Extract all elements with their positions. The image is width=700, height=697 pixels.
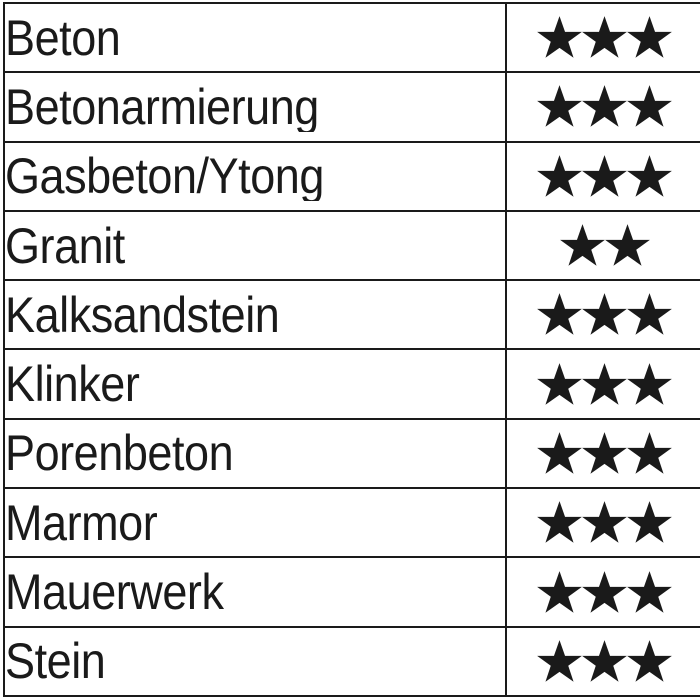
- star-icon: [582, 639, 627, 682]
- material-name-label: Beton: [5, 12, 121, 63]
- table-body: Beton Betonarmierung Gasbeton/Ytong Granit K…: [3, 1, 700, 697]
- material-name-cell: Porenbeton: [3, 417, 507, 490]
- star-icon: [582, 362, 627, 405]
- star-rating: [507, 420, 700, 487]
- table-row: Stein: [3, 625, 700, 697]
- table-row: Porenbeton: [3, 417, 700, 490]
- star-icon: [537, 362, 582, 405]
- star-rating: [507, 628, 700, 695]
- rating-cell: [505, 1, 700, 74]
- table-row: Kalksandstein: [3, 279, 700, 351]
- table-row: Gasbeton/Ytong: [3, 140, 700, 212]
- star-rating: [507, 73, 700, 140]
- material-name-cell: Betonarmierung: [3, 71, 507, 143]
- material-name-label: Gasbeton/Ytong: [5, 151, 324, 202]
- star-rating: [507, 281, 700, 348]
- star-icon: [537, 639, 582, 682]
- star-icon: [627, 501, 672, 543]
- star-rating: [507, 489, 700, 556]
- rating-cell: [505, 140, 700, 212]
- star-rating: [507, 143, 700, 210]
- star-rating: [507, 558, 700, 625]
- star-icon: [627, 16, 672, 58]
- rating-cell: [505, 625, 700, 697]
- star-icon: [559, 224, 605, 266]
- material-name-label: Kalksandstein: [5, 289, 280, 340]
- rating-cell: [505, 71, 700, 143]
- material-name-label: Klinker: [5, 359, 140, 410]
- rating-cell: [505, 417, 700, 490]
- rating-cell: [505, 556, 700, 628]
- material-name-cell: Kalksandstein: [3, 279, 507, 351]
- material-name-label: Betonarmierung: [5, 81, 319, 132]
- material-name-cell: Gasbeton/Ytong: [3, 140, 507, 212]
- table-row: Beton: [3, 1, 700, 74]
- star-icon: [537, 154, 582, 197]
- material-name-label: Stein: [5, 636, 106, 687]
- star-icon: [604, 224, 650, 266]
- rating-table-sheet: Beton Betonarmierung Gasbeton/Ytong Granit K…: [3, 1, 700, 697]
- table-row: Klinker: [3, 348, 700, 420]
- material-name-cell: Stein: [3, 625, 507, 697]
- table-row: Marmor: [3, 487, 700, 559]
- material-name-cell: Mauerwerk: [3, 556, 507, 628]
- star-icon: [537, 85, 582, 128]
- material-name-cell: Granit: [3, 209, 507, 282]
- star-icon: [627, 362, 672, 405]
- material-name-label: Porenbeton: [5, 428, 234, 479]
- rating-cell: [505, 487, 700, 559]
- star-icon: [582, 85, 627, 128]
- table-row: Betonarmierung: [3, 71, 700, 143]
- star-icon: [537, 16, 582, 58]
- star-icon: [627, 570, 672, 613]
- star-icon: [627, 85, 672, 128]
- material-name-cell: Klinker: [3, 348, 507, 420]
- star-icon: [627, 293, 672, 336]
- material-name-label: Mauerwerk: [5, 567, 224, 618]
- table-row: Granit: [3, 209, 700, 282]
- star-icon: [582, 293, 627, 336]
- table-row: Mauerwerk: [3, 556, 700, 628]
- rating-cell: [505, 348, 700, 420]
- star-icon: [582, 154, 627, 197]
- star-rating: [507, 212, 700, 279]
- material-name-label: Granit: [5, 220, 125, 271]
- star-icon: [582, 432, 627, 474]
- star-icon: [582, 16, 627, 58]
- star-icon: [582, 501, 627, 543]
- star-icon: [537, 570, 582, 613]
- star-icon: [582, 570, 627, 613]
- material-name-label: Marmor: [5, 497, 158, 548]
- material-name-cell: Beton: [3, 1, 507, 74]
- material-name-cell: Marmor: [3, 487, 507, 559]
- rating-cell: [505, 279, 700, 351]
- star-rating: [507, 350, 700, 417]
- material-rating-table: Beton Betonarmierung Gasbeton/Ytong Granit K…: [3, 1, 700, 697]
- star-icon: [627, 154, 672, 197]
- star-icon: [627, 432, 672, 474]
- star-icon: [537, 293, 582, 336]
- star-icon: [537, 501, 582, 543]
- star-rating: [507, 4, 700, 71]
- star-icon: [627, 639, 672, 682]
- rating-cell: [505, 209, 700, 282]
- star-icon: [537, 432, 582, 474]
